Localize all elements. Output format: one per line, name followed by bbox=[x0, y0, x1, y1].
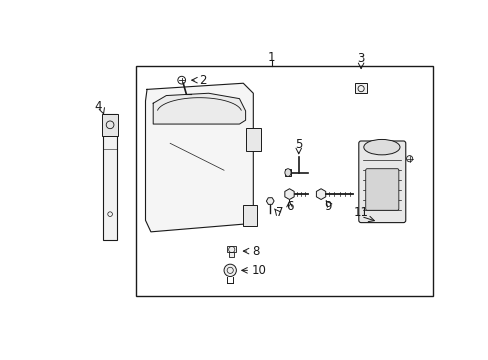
Bar bbox=[102, 114, 118, 136]
Text: 11: 11 bbox=[353, 206, 368, 219]
Bar bbox=[243, 205, 257, 226]
Text: 4: 4 bbox=[94, 100, 102, 113]
Bar bbox=[245, 128, 261, 151]
Bar bbox=[285, 169, 290, 176]
Text: 3: 3 bbox=[357, 52, 364, 65]
Ellipse shape bbox=[363, 139, 399, 155]
Text: 8: 8 bbox=[252, 244, 260, 258]
FancyBboxPatch shape bbox=[358, 141, 405, 222]
Text: 7: 7 bbox=[275, 206, 283, 219]
Bar bbox=[226, 247, 236, 252]
Text: 1: 1 bbox=[267, 50, 275, 64]
FancyBboxPatch shape bbox=[365, 169, 398, 210]
Bar bbox=[229, 251, 234, 257]
Bar bbox=[136, 66, 432, 296]
Text: 6: 6 bbox=[285, 200, 293, 213]
Text: 9: 9 bbox=[324, 200, 331, 213]
Text: 5: 5 bbox=[294, 138, 302, 151]
Circle shape bbox=[406, 156, 412, 162]
Polygon shape bbox=[153, 93, 245, 124]
Text: 10: 10 bbox=[251, 264, 265, 277]
Polygon shape bbox=[145, 83, 253, 232]
Circle shape bbox=[224, 264, 236, 276]
Bar bbox=[103, 114, 117, 239]
Bar bbox=[354, 83, 366, 93]
Text: 2: 2 bbox=[198, 74, 206, 87]
Ellipse shape bbox=[285, 169, 290, 176]
